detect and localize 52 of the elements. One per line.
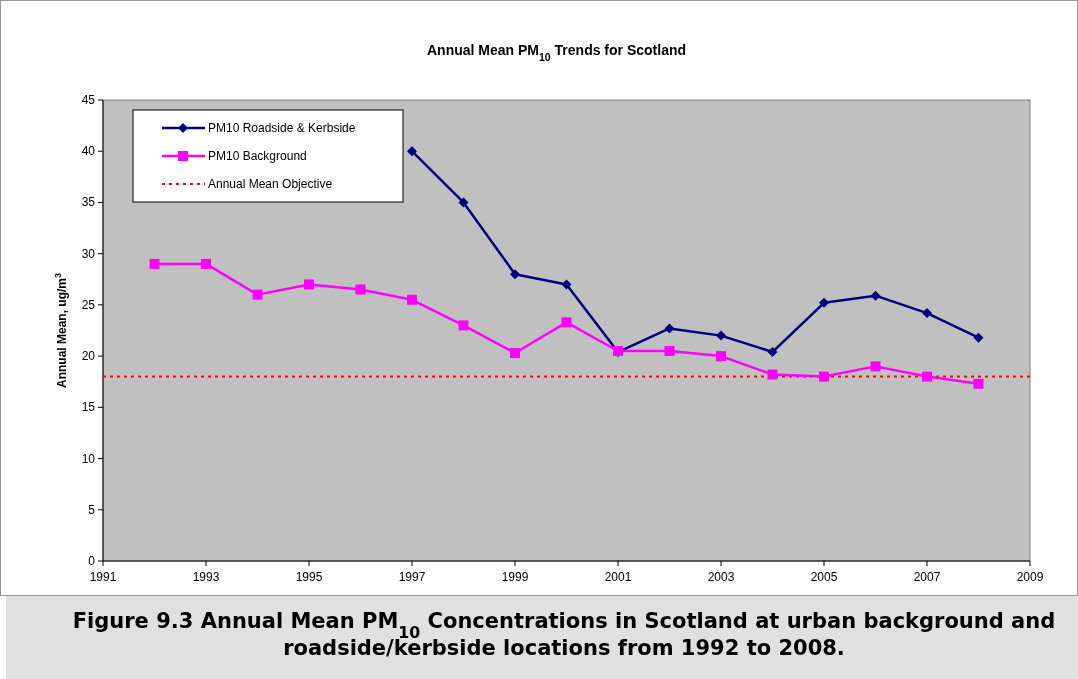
point <box>561 279 572 290</box>
chart-title: Annual Mean PM$_{10}$ Trends for Scotland <box>426 42 687 63</box>
point <box>201 258 211 269</box>
point <box>149 258 160 269</box>
point <box>458 320 469 331</box>
legend-label: PM10 Roadside & Kerbside <box>208 121 356 135</box>
point <box>664 345 675 356</box>
point <box>510 348 520 359</box>
caption: Figure 9.3 Annual Mean PM$_{10}$ Concentrations in Scotland at urban background and roadside/kerbside locations from 1992 to 2008. <box>72 609 1056 660</box>
point <box>767 347 778 358</box>
y-tick-label: 35 <box>81 195 96 210</box>
point <box>973 332 984 343</box>
point <box>252 289 263 300</box>
x-tick-label: 1995 <box>295 570 323 584</box>
y-tick-label: 20 <box>81 349 96 364</box>
x-tick-label: 2003 <box>707 570 735 584</box>
y-tick-label: 45 <box>81 93 96 107</box>
x-tick-label: 1997 <box>398 570 426 584</box>
x-tick-label: 1993 <box>192 570 220 584</box>
y-tick-label: 10 <box>81 451 96 466</box>
point <box>716 351 726 362</box>
x-tick-label: 2005 <box>810 570 838 584</box>
x-tick-label: 2009 <box>1016 570 1044 584</box>
point <box>561 317 572 328</box>
point <box>819 297 829 308</box>
point <box>664 323 675 334</box>
point <box>510 269 520 280</box>
point <box>304 279 314 290</box>
point <box>870 361 881 372</box>
point <box>458 197 469 208</box>
y-tick-label: 15 <box>81 400 96 415</box>
point <box>870 290 881 301</box>
point <box>767 369 778 380</box>
point <box>407 294 417 305</box>
y-tick-label: 5 <box>88 502 96 517</box>
y-tick-label: 25 <box>81 297 96 312</box>
legend-label: PM10 Background <box>208 149 307 163</box>
y-tick-label: 0 <box>88 554 96 568</box>
x-tick-label: 1991 <box>89 570 117 584</box>
y-tick-label: 30 <box>81 246 96 261</box>
x-tick-label: 2007 <box>913 570 941 584</box>
point <box>819 371 829 382</box>
legend-label: Annual Mean Objective <box>208 177 333 191</box>
point <box>407 146 417 157</box>
point <box>922 308 932 319</box>
y-tick-label: 40 <box>81 144 96 159</box>
x-tick-label: 2001 <box>604 570 632 584</box>
point <box>922 371 932 382</box>
point <box>355 284 366 295</box>
x-tick-label: 1999 <box>501 570 529 584</box>
point <box>973 378 984 389</box>
point <box>716 330 726 341</box>
